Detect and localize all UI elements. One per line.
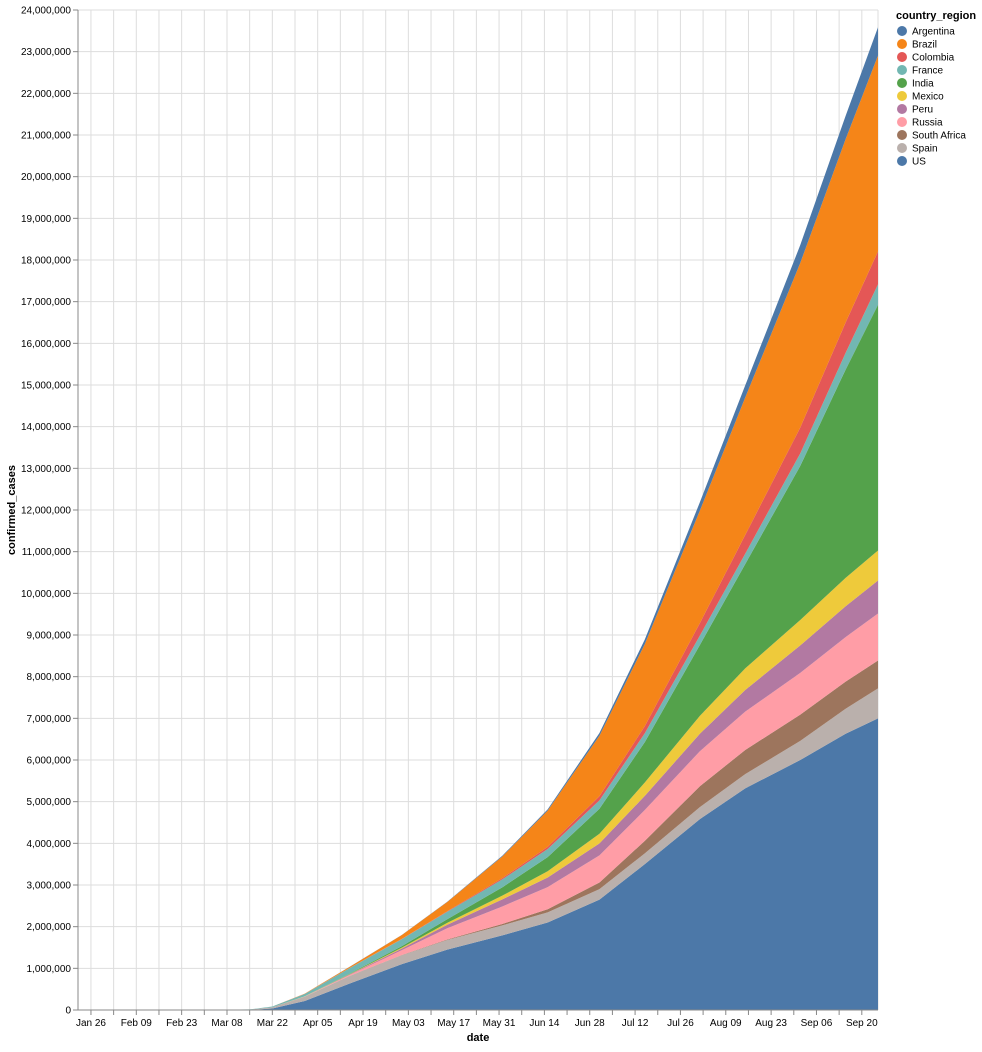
legend: country_region Argentina Brazil Colombia Fr… xyxy=(896,10,976,168)
x-tick-label: Sep 20 xyxy=(846,1018,878,1029)
x-tick-label: Apr 19 xyxy=(348,1018,378,1029)
legend-label: Mexico xyxy=(912,92,944,103)
legend-label: Peru xyxy=(912,105,933,116)
y-tick-label: 11,000,000 xyxy=(22,547,72,558)
y-tick-label: 14,000,000 xyxy=(21,422,71,433)
legend-label: Brazil xyxy=(912,40,937,51)
y-tick-label: 9,000,000 xyxy=(27,631,72,642)
area-us xyxy=(78,718,878,1010)
x-tick-label: Feb 09 xyxy=(121,1018,153,1029)
legend-swatch xyxy=(897,130,907,140)
legend-label: Spain xyxy=(912,144,938,155)
legend-swatch xyxy=(897,156,907,166)
y-tick-label: 21,000,000 xyxy=(21,131,71,142)
y-tick-label: 12,000,000 xyxy=(21,506,71,517)
x-tick-label: Sep 06 xyxy=(801,1018,833,1029)
x-tick-label: Jun 14 xyxy=(529,1018,559,1029)
x-tick-label: Jun 28 xyxy=(575,1018,605,1029)
area-india xyxy=(78,304,878,1011)
y-tick-label: 7,000,000 xyxy=(27,714,72,725)
y-tick-label: 2,000,000 xyxy=(27,922,72,933)
legend-swatch xyxy=(897,91,907,101)
area-brazil xyxy=(78,55,878,1011)
legend-swatch xyxy=(897,65,907,75)
x-axis-title: date xyxy=(467,1032,490,1044)
y-tick-label: 23,000,000 xyxy=(21,47,71,58)
legend-swatch xyxy=(897,104,907,114)
x-tick-label: Apr 05 xyxy=(303,1018,333,1029)
area-russia xyxy=(78,613,878,1010)
area-layer xyxy=(78,27,878,1011)
y-tick-label: 13,000,000 xyxy=(21,464,71,475)
legend-label: South Africa xyxy=(912,131,966,142)
y-tick-label: 1,000,000 xyxy=(27,964,72,975)
x-tick-label: May 17 xyxy=(437,1018,470,1029)
legend-title: country_region xyxy=(896,10,976,22)
y-axis-title: confirmed_cases xyxy=(6,465,18,555)
legend-swatch xyxy=(897,117,907,127)
y-tick-label: 8,000,000 xyxy=(27,672,72,683)
legend-label: Colombia xyxy=(912,53,955,64)
y-tick-label: 17,000,000 xyxy=(21,297,71,308)
y-tick-label: 0 xyxy=(65,1006,71,1017)
axes: 0 1,000,000 2,000,000 3,000,000 4,000,000 5,0… xyxy=(21,6,878,1030)
x-tick-label: Jan 26 xyxy=(76,1018,106,1029)
y-tick-label: 20,000,000 xyxy=(21,172,71,183)
y-tick-label: 5,000,000 xyxy=(27,797,72,808)
y-tick-label: 19,000,000 xyxy=(21,214,71,225)
legend-swatch xyxy=(897,39,907,49)
legend-swatch xyxy=(897,52,907,62)
y-tick-label: 6,000,000 xyxy=(27,756,72,767)
y-tick-label: 10,000,000 xyxy=(21,589,71,600)
legend-swatch xyxy=(897,78,907,88)
legend-swatch xyxy=(897,143,907,153)
x-tick-label: May 31 xyxy=(483,1018,516,1029)
y-tick-label: 22,000,000 xyxy=(21,89,71,100)
legend-label: India xyxy=(912,79,934,90)
y-tick-label: 16,000,000 xyxy=(21,339,71,350)
legend-swatch xyxy=(897,26,907,36)
x-tick-label: May 03 xyxy=(392,1018,425,1029)
legend-label: Russia xyxy=(912,118,943,129)
x-tick-label: Mar 22 xyxy=(257,1018,289,1029)
x-tick-label: Jul 12 xyxy=(622,1018,649,1029)
y-tick-label: 4,000,000 xyxy=(27,839,72,850)
y-tick-label: 18,000,000 xyxy=(21,256,71,267)
x-tick-label: Jul 26 xyxy=(667,1018,694,1029)
legend-label: US xyxy=(912,157,926,168)
legend-label: France xyxy=(912,66,944,77)
y-tick-label: 15,000,000 xyxy=(21,381,71,392)
x-tick-label: Aug 23 xyxy=(755,1018,787,1029)
legend-label: Argentina xyxy=(912,27,955,38)
y-tick-label: 24,000,000 xyxy=(21,6,71,17)
x-tick-label: Aug 09 xyxy=(710,1018,742,1029)
x-tick-label: Mar 08 xyxy=(211,1018,243,1029)
y-tick-label: 3,000,000 xyxy=(27,881,72,892)
x-tick-label: Feb 23 xyxy=(166,1018,198,1029)
